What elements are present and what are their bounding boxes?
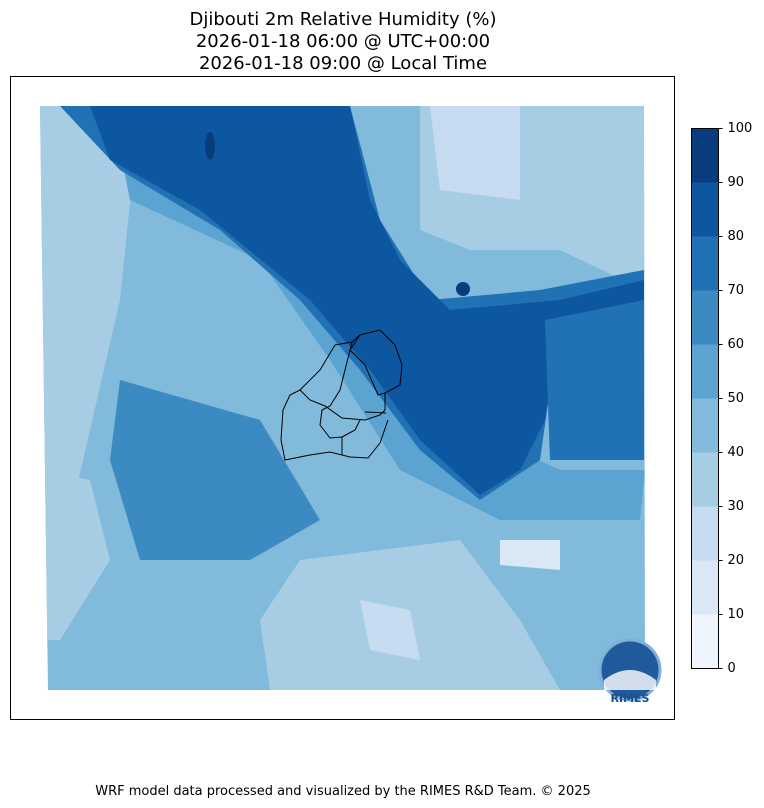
colorbar-tick-label: 50 xyxy=(728,391,745,406)
colorbar-tick-label: 90 xyxy=(728,175,745,190)
colorbar-tick-label: 100 xyxy=(728,121,753,136)
logo-text: RIMES xyxy=(611,692,650,705)
colorbar-tick-label: 70 xyxy=(728,283,745,298)
colorbar-band xyxy=(691,182,719,237)
footer: WRF model data processed and visualized … xyxy=(95,784,591,799)
colorbar-band xyxy=(691,236,719,291)
colorbar-band xyxy=(691,344,719,399)
colorbar-tick-label: 80 xyxy=(728,229,745,244)
colorbar-frame xyxy=(691,128,719,669)
colorbar-band xyxy=(691,290,719,345)
colorbar-tick-label: 20 xyxy=(728,553,745,568)
colorbar-band xyxy=(691,506,719,561)
colorbar-band xyxy=(691,560,719,615)
title-line: 2026-01-18 09:00 @ Local Time xyxy=(199,53,487,74)
colorbar-band xyxy=(691,128,719,183)
colorbar-tick-label: 0 xyxy=(728,661,736,676)
colorbar-band xyxy=(691,614,719,669)
colorbar-tick-label: 10 xyxy=(728,607,745,622)
title-line: 2026-01-18 06:00 @ UTC+00:00 xyxy=(196,31,490,52)
colorbar-tick-label: 60 xyxy=(728,337,745,352)
map-field xyxy=(40,106,645,690)
colorbar-band xyxy=(691,452,719,507)
colorbar-tick-label: 40 xyxy=(728,445,745,460)
map-frame xyxy=(10,76,675,720)
colorbar-band xyxy=(691,398,719,453)
colorbar: 0 10 20 30 40 50 60 70 80 90 100 xyxy=(691,121,753,676)
colorbar-tick-label: 30 xyxy=(728,499,745,514)
title-line: Djibouti 2m Relative Humidity (%) xyxy=(190,9,497,30)
logo: RIMES xyxy=(598,638,662,705)
